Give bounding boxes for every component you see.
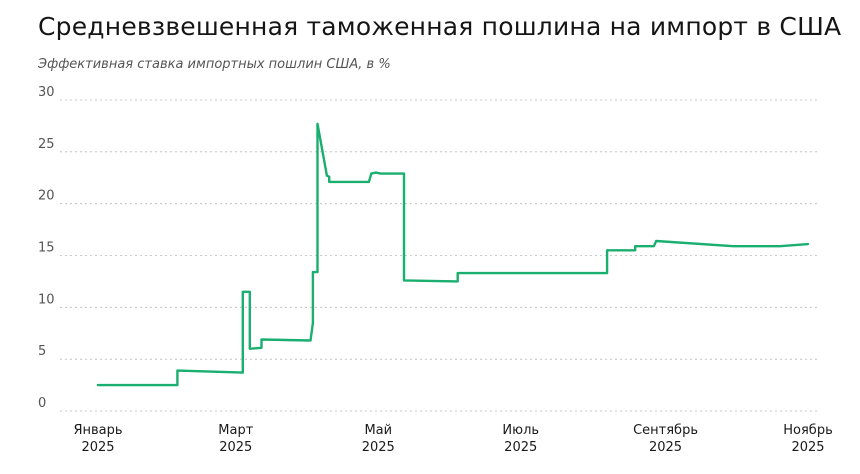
y-tick-label: 0 bbox=[38, 396, 46, 411]
series-line bbox=[96, 122, 810, 387]
x-tick-label: Июль 2025 bbox=[502, 423, 539, 455]
chart-subtitle: Эффективная ставка импортных пошлин США,… bbox=[38, 57, 391, 72]
y-tick-label: 20 bbox=[38, 189, 55, 204]
chart-title: Средневзвешенная таможенная пошлина на и… bbox=[38, 12, 842, 41]
y-tick-label: 30 bbox=[38, 85, 55, 100]
y-tick-label: 10 bbox=[38, 292, 55, 307]
x-tick-label: Май 2025 bbox=[362, 423, 395, 455]
y-tick-label: 15 bbox=[38, 241, 55, 256]
x-tick-label: Сентябрь 2025 bbox=[633, 423, 698, 455]
x-tick-label: Ноябрь 2025 bbox=[783, 423, 832, 455]
x-tick-label: Январь 2025 bbox=[73, 423, 122, 455]
x-tick-label: Март 2025 bbox=[218, 423, 253, 455]
y-tick-label: 25 bbox=[38, 137, 55, 152]
y-tick-label: 5 bbox=[38, 344, 46, 359]
